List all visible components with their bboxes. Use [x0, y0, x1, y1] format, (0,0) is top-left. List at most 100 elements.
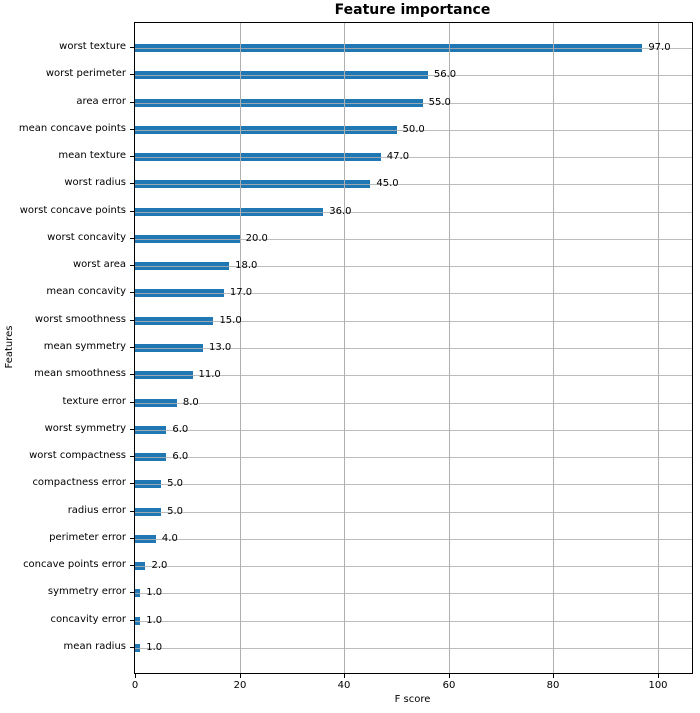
ytick-label: concavity error	[50, 613, 126, 625]
chart-title: Feature importance	[334, 2, 491, 18]
ytick-mark	[130, 511, 134, 512]
ytick-mark	[130, 183, 134, 184]
ytick-label: worst texture	[59, 41, 126, 52]
xtick-label: 100	[648, 680, 668, 691]
bar-value-label: 47.0	[386, 151, 410, 163]
ytick-label: worst area	[72, 259, 126, 271]
bar-value-label: 5.0	[167, 478, 184, 490]
bar-value-label: 17.0	[229, 287, 253, 299]
gridline-horizontal	[135, 484, 692, 485]
xtick-label: 20	[233, 680, 247, 691]
gridline-horizontal	[135, 184, 692, 185]
xtick-mark	[135, 674, 136, 678]
ytick-mark	[130, 647, 134, 648]
bar-value-label: 1.0	[146, 614, 163, 626]
gridline-horizontal	[135, 539, 692, 540]
ytick-label: mean radius	[63, 641, 126, 652]
ytick-label: mean concavity	[46, 286, 126, 298]
xtick-label: 40	[337, 680, 351, 691]
ytick-label: worst compactness	[29, 450, 126, 462]
ytick-label: radius error	[67, 504, 126, 516]
ytick-label: worst smoothness	[34, 313, 126, 325]
ytick-mark	[130, 129, 134, 130]
bar-value-label: 97.0	[648, 42, 671, 53]
ytick-mark	[130, 592, 134, 593]
xtick-mark	[449, 674, 450, 678]
gridline-horizontal	[135, 48, 692, 49]
ytick-mark	[130, 238, 134, 239]
bar-value-label: 45.0	[376, 178, 399, 190]
gridline-horizontal	[135, 293, 692, 294]
gridline-horizontal	[135, 593, 692, 594]
gridline-horizontal	[135, 566, 692, 567]
bar-value-label: 5.0	[167, 505, 184, 517]
ytick-mark	[130, 47, 134, 48]
bar-value-label: 6.0	[172, 423, 189, 435]
ytick-label: worst symmetry	[44, 422, 126, 434]
ytick-mark	[130, 538, 134, 539]
gridline-horizontal	[135, 403, 692, 404]
ytick-label: mean texture	[58, 150, 126, 162]
bar-value-label: 13.0	[208, 342, 232, 353]
gridline-horizontal	[135, 621, 692, 622]
ytick-label: texture error	[62, 395, 126, 407]
bar-worst-symmetry	[135, 425, 167, 434]
ytick-mark	[130, 320, 134, 321]
gridline-horizontal	[135, 266, 692, 267]
ytick-label: mean symmetry	[43, 341, 126, 352]
bar-value-label: 2.0	[151, 560, 168, 572]
ytick-mark	[130, 429, 134, 430]
bar-value-label: 56.0	[433, 69, 457, 81]
gridline-horizontal	[135, 103, 692, 104]
bar-value-label: 20.0	[245, 232, 268, 244]
ytick-mark	[130, 483, 134, 484]
ytick-label: symmetry error	[47, 586, 126, 598]
gridline-horizontal	[135, 430, 692, 431]
ytick-mark	[130, 211, 134, 212]
bar-value-label: 1.0	[146, 587, 163, 599]
gridline-horizontal	[135, 648, 692, 649]
bar-concavity-error	[135, 616, 141, 625]
ytick-mark	[130, 292, 134, 293]
bar-radius-error	[135, 507, 162, 516]
xtick-mark	[240, 674, 241, 678]
gridline-horizontal	[135, 157, 692, 158]
ytick-mark	[130, 620, 134, 621]
xtick-label: 0	[131, 680, 139, 691]
gridline-horizontal	[135, 130, 692, 131]
bar-texture-error	[135, 398, 177, 407]
ytick-label: area error	[76, 95, 126, 107]
ytick-label: worst radius	[64, 177, 126, 189]
bar-value-label: 6.0	[172, 451, 189, 463]
ytick-mark	[130, 156, 134, 157]
gridline-horizontal	[135, 75, 692, 76]
ytick-mark	[130, 74, 134, 75]
gridline-horizontal	[135, 239, 692, 240]
bar-value-label: 18.0	[235, 260, 258, 272]
xtick-mark	[553, 674, 554, 678]
ytick-label: compactness error	[32, 477, 126, 489]
bar-value-label: 8.0	[182, 396, 199, 408]
ytick-label: worst concave points	[19, 204, 126, 216]
ytick-mark	[130, 565, 134, 566]
bar-value-label: 50.0	[402, 123, 425, 135]
gridline-horizontal	[135, 457, 692, 458]
bar-worst-concavity	[135, 234, 240, 243]
bar-value-label: 4.0	[161, 532, 178, 544]
xtick-label: 60	[442, 680, 456, 691]
ytick-label: perimeter error	[49, 531, 126, 543]
xtick-mark	[658, 674, 659, 678]
xtick-mark	[344, 674, 345, 678]
ytick-mark	[130, 347, 134, 348]
gridline-horizontal	[135, 321, 692, 322]
gridline-horizontal	[135, 212, 692, 213]
ytick-mark	[130, 102, 134, 103]
bar-mean-concave-points	[135, 125, 397, 134]
gridline-horizontal	[135, 348, 692, 349]
bar-perimeter-error	[135, 534, 156, 543]
plot-area: 97.0 56.0 55.0 50.0 47.0 45.0 36.0 20.0 18.0 17.0…	[134, 22, 693, 674]
ytick-mark	[130, 265, 134, 266]
x-axis-label: F score	[394, 694, 431, 705]
ytick-label: concave points error	[23, 559, 126, 571]
ytick-label: mean concave points	[18, 122, 126, 134]
